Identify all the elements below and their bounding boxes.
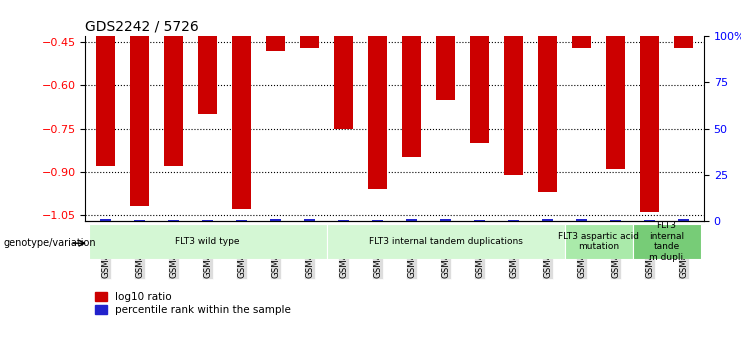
Bar xyxy=(504,36,523,175)
Bar xyxy=(232,36,251,209)
Bar xyxy=(339,220,349,221)
Legend: log10 ratio, percentile rank within the sample: log10 ratio, percentile rank within the … xyxy=(90,288,296,319)
Bar xyxy=(508,220,519,221)
Bar xyxy=(611,220,621,221)
Bar xyxy=(199,36,217,114)
Bar xyxy=(645,220,655,221)
Bar xyxy=(202,220,213,221)
Bar xyxy=(633,224,700,259)
Bar xyxy=(89,224,327,259)
Bar xyxy=(300,36,319,48)
Bar xyxy=(266,36,285,51)
Text: FLT3
internal
tande
m dupli: FLT3 internal tande m dupli xyxy=(649,221,684,262)
Bar xyxy=(165,36,183,166)
Bar xyxy=(305,219,315,221)
Bar xyxy=(674,36,693,48)
Bar xyxy=(327,224,565,259)
Text: GDS2242 / 5726: GDS2242 / 5726 xyxy=(85,20,199,34)
Bar xyxy=(538,36,557,192)
Bar xyxy=(168,220,179,221)
Text: FLT3 aspartic acid
mutation: FLT3 aspartic acid mutation xyxy=(558,232,639,251)
Bar xyxy=(436,36,455,100)
Bar xyxy=(576,219,587,221)
Text: FLT3 internal tandem duplications: FLT3 internal tandem duplications xyxy=(368,237,522,246)
Bar xyxy=(471,36,489,143)
Bar xyxy=(565,224,633,259)
Bar xyxy=(440,219,451,221)
Bar xyxy=(134,220,144,221)
Text: FLT3 wild type: FLT3 wild type xyxy=(176,237,240,246)
Bar xyxy=(640,36,659,212)
Bar xyxy=(101,219,110,221)
Bar xyxy=(407,219,416,221)
Bar xyxy=(474,220,485,221)
Bar xyxy=(236,220,247,221)
Bar xyxy=(373,220,382,221)
Bar xyxy=(96,36,115,166)
Text: genotype/variation: genotype/variation xyxy=(4,238,96,248)
Bar xyxy=(270,219,281,221)
Bar xyxy=(368,36,387,189)
Bar xyxy=(130,36,149,206)
Bar xyxy=(572,36,591,48)
Bar xyxy=(679,219,688,221)
Bar xyxy=(606,36,625,169)
Bar xyxy=(542,219,553,221)
Bar xyxy=(402,36,421,157)
Bar xyxy=(334,36,353,129)
